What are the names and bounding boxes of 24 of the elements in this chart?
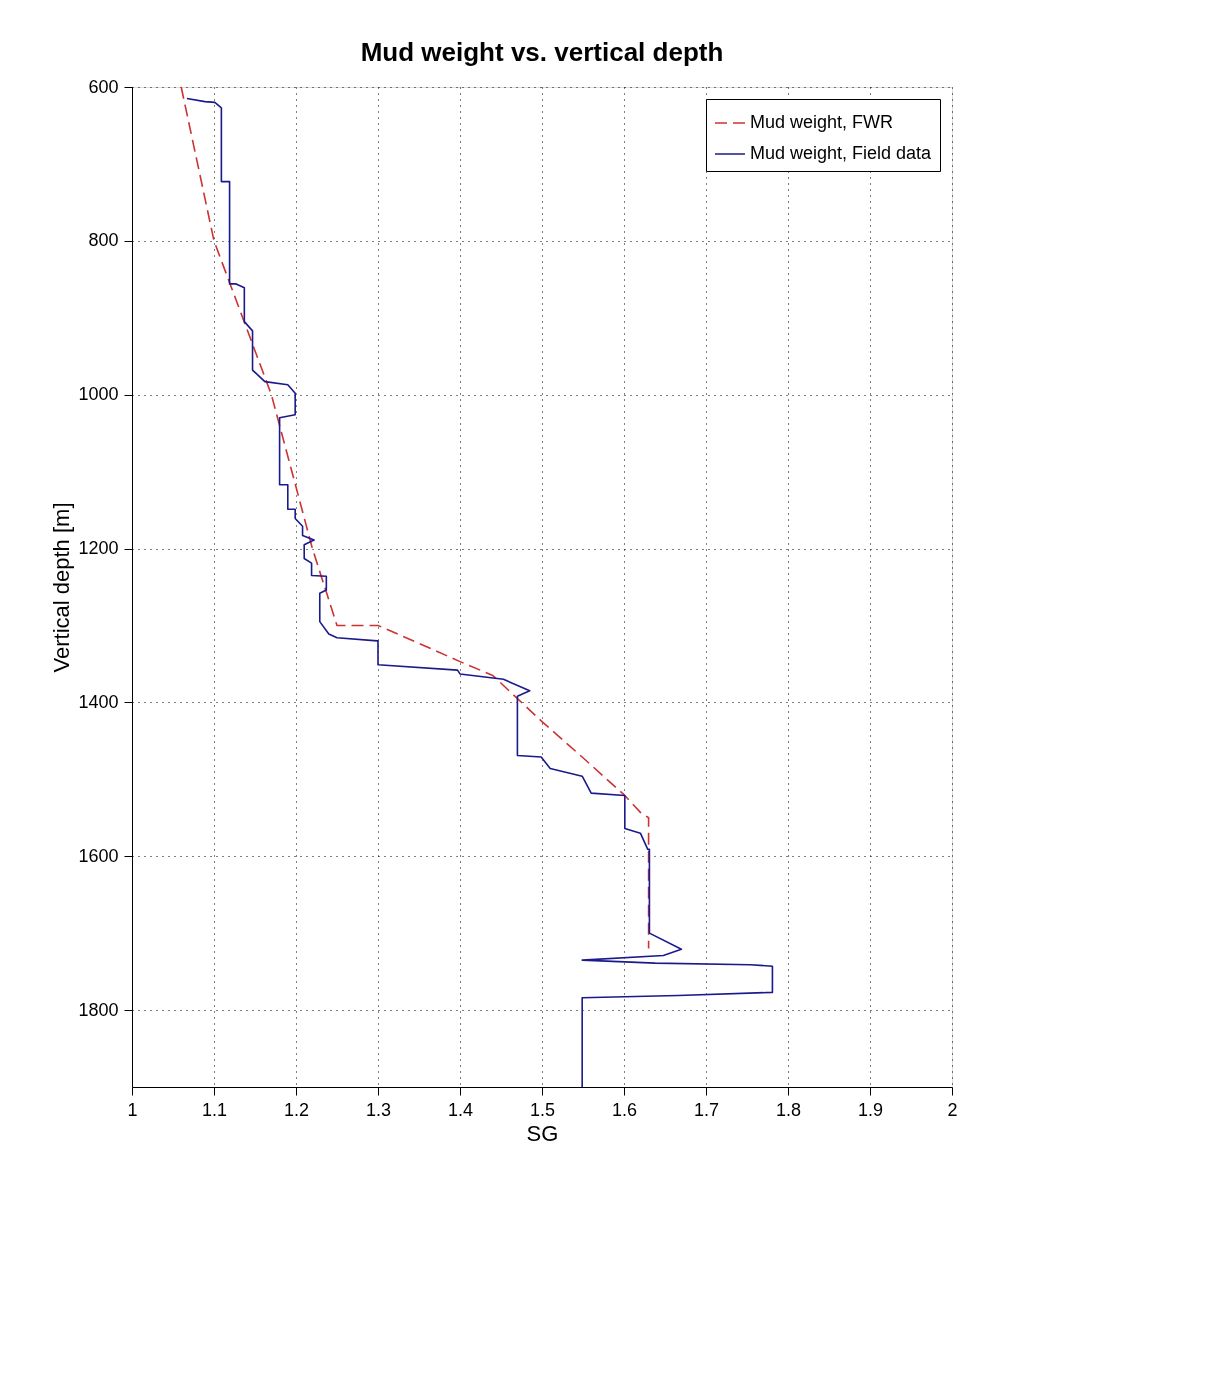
x-tick-label: 1.1 [201,1099,228,1120]
y-tick-label: 1200 [78,538,119,559]
y-tick-label: 1000 [78,384,119,405]
x-tick-label: 1.3 [365,1099,392,1120]
y-tick-label: 600 [88,76,119,97]
x-tick-label: 2 [947,1099,958,1120]
x-tick-label: 1.4 [447,1099,474,1120]
line-series [180,86,650,950]
y-tick-label: 1400 [78,691,119,712]
y-tick-label: 1600 [78,845,119,866]
x-tick-label: 1.7 [693,1099,720,1120]
legend-label: Mud weight, Field data [750,143,933,163]
x-tick-label: 1.6 [611,1099,638,1120]
x-tick-label: 1.2 [283,1099,310,1120]
x-tick-label: 1.8 [775,1099,802,1120]
x-axis-title: SG [526,1120,559,1146]
chart-title: Mud weight vs. vertical depth [360,37,724,67]
y-tick-label: 1800 [78,999,119,1020]
x-tick-label: 1 [127,1099,138,1120]
x-tick-label: 1.9 [857,1099,884,1120]
y-axis-title: Vertical depth [m] [49,502,75,673]
y-tick-label: 800 [88,230,119,251]
legend-label: Mud weight, FWR [750,112,894,132]
x-tick-label: 1.5 [529,1099,556,1120]
